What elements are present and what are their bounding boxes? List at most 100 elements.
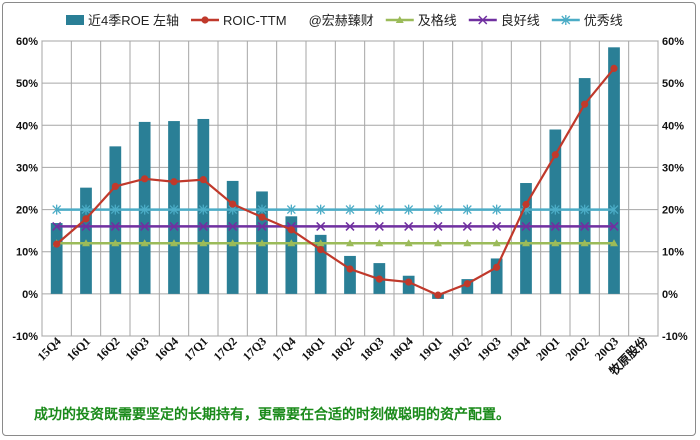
roic-point: [610, 64, 618, 72]
excellent-line-marker: [404, 204, 414, 215]
good-line-marker: [345, 221, 355, 231]
roic-point: [581, 100, 589, 108]
good-line-marker: [462, 221, 472, 231]
roic-point: [463, 280, 471, 288]
roe-bar: [608, 47, 620, 294]
pass-line-marker: [522, 239, 530, 247]
roe-bar: [285, 216, 298, 294]
excellent-line-marker: [580, 204, 590, 215]
roic-point: [317, 246, 325, 254]
pass-line-marker: [346, 239, 354, 247]
x-tick-label: 17Q1: [181, 334, 210, 363]
y-tick-left: 30%: [16, 162, 38, 174]
good-line-marker: [316, 221, 326, 231]
roic-point: [493, 263, 501, 271]
roic-point: [346, 265, 354, 273]
good-line-marker: [257, 221, 267, 231]
legend-label: 良好线: [501, 13, 540, 28]
good-line-marker: [228, 221, 238, 231]
pass-line-marker: [551, 239, 560, 247]
roic-point: [141, 175, 149, 183]
good-line-marker: [110, 221, 120, 231]
x-tick-label: 16Q1: [64, 334, 93, 363]
pass-line-marker: [580, 239, 589, 247]
pass-line-marker: [199, 239, 208, 247]
good-line-marker: [521, 221, 531, 231]
x-tick-label: 15Q4: [35, 334, 64, 363]
pass-line-marker: [610, 239, 618, 247]
roe-bar: [490, 258, 503, 294]
y-tick-right: 50%: [662, 78, 684, 90]
legend-label: 及格线: [418, 13, 457, 28]
excellent-line-marker: [257, 204, 267, 215]
excellent-line-marker: [198, 204, 208, 215]
legend-swatch-marker: [395, 16, 404, 23]
legend-swatch-roe: [66, 15, 84, 25]
x-tick-label: 18Q3: [357, 334, 386, 363]
y-tick-left: -10%: [12, 331, 38, 343]
roic-point: [111, 182, 119, 190]
y-tick-left: 60%: [16, 36, 38, 48]
excellent-line-marker: [286, 204, 296, 215]
legend-swatch-marker: [478, 15, 488, 25]
legend-label: @宏赫臻财: [309, 13, 374, 28]
roic-point: [170, 178, 178, 186]
roic-point: [405, 278, 413, 286]
x-tick-label: 18Q1: [299, 334, 328, 363]
roe-bar: [578, 78, 591, 294]
roic-point: [82, 215, 90, 223]
pass-line-marker: [404, 239, 413, 247]
roe-bar: [344, 255, 356, 294]
pass-line-marker: [82, 239, 90, 247]
y-tick-left: 40%: [16, 120, 38, 132]
roic-point: [287, 226, 295, 234]
good-line-marker: [169, 221, 179, 231]
x-tick-label: 16Q4: [152, 334, 181, 363]
x-tick-label: 16Q2: [93, 334, 122, 363]
y-tick-right: 0%: [662, 289, 678, 301]
x-tick-label: 20Q2: [563, 334, 592, 363]
roic-point: [434, 291, 442, 299]
y-tick-right: 10%: [662, 247, 684, 259]
roe-bar: [50, 223, 63, 294]
pass-line-marker: [287, 239, 296, 247]
pass-line-marker: [463, 239, 472, 247]
good-line-marker: [374, 221, 384, 231]
pass-line-marker: [316, 239, 325, 247]
good-line-marker: [433, 221, 443, 231]
legend-label: ROIC-TTM: [223, 13, 287, 28]
good-line-marker: [404, 221, 414, 231]
roic-point: [522, 200, 530, 209]
pass-line-marker: [434, 239, 442, 247]
good-line-marker: [198, 221, 208, 231]
x-tick-label: 19Q3: [475, 334, 504, 363]
pass-line-marker: [170, 239, 178, 247]
x-tick-label: 17Q3: [240, 334, 269, 363]
excellent-line-marker: [316, 204, 326, 215]
roe-bar: [314, 234, 327, 294]
legend-swatch-marker: [201, 16, 209, 24]
roe-bar: [226, 180, 239, 294]
x-tick-label: 19Q4: [504, 334, 533, 363]
legend-label: 近4季ROE 左轴: [88, 13, 179, 28]
pass-line-marker: [258, 239, 266, 247]
x-tick-label: 16Q3: [123, 334, 152, 363]
y-tick-left: 50%: [16, 78, 38, 90]
excellent-line-marker: [169, 204, 179, 215]
x-tick-label: 19Q1: [416, 334, 445, 363]
x-tick-label: 17Q2: [211, 334, 240, 363]
excellent-line-marker: [110, 204, 120, 215]
good-line-marker: [550, 221, 560, 231]
x-tick-label: 18Q2: [328, 334, 357, 363]
roic-line: [55, 67, 615, 297]
y-tick-left: 20%: [16, 205, 38, 217]
pass-line-marker: [140, 239, 149, 247]
roic-point: [551, 151, 559, 159]
legend-swatch-marker: [561, 15, 571, 25]
x-tick-label: 17Q4: [269, 334, 298, 363]
good-line-marker: [140, 221, 150, 231]
legend-label: 优秀线: [584, 13, 623, 28]
excellent-line-marker: [492, 204, 502, 215]
pass-line-marker: [228, 239, 237, 247]
